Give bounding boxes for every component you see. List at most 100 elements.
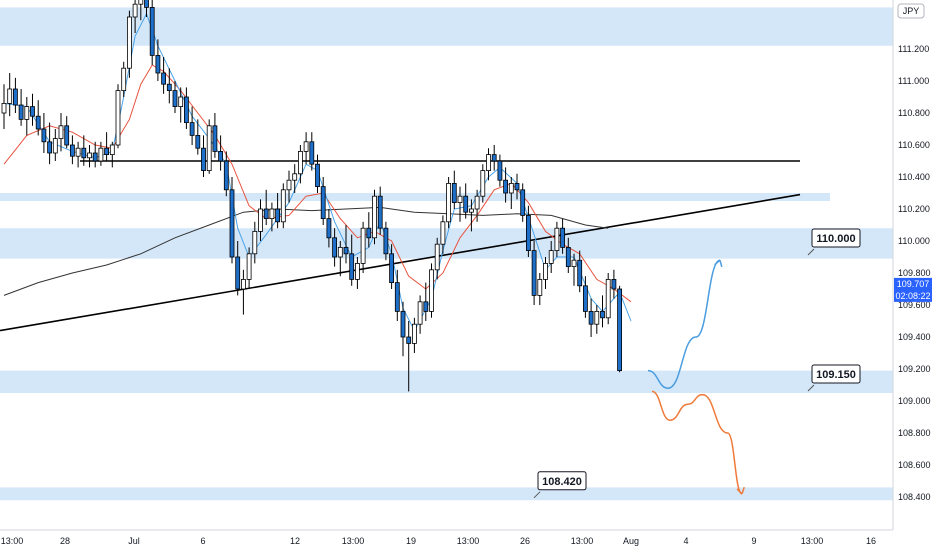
candle-body (246, 253, 252, 280)
candle (611, 269, 617, 299)
candle-body (560, 227, 565, 248)
candle-body (252, 230, 258, 255)
candle-body (155, 55, 161, 74)
candle (400, 301, 406, 357)
candle (303, 132, 309, 165)
candle-body (18, 104, 24, 120)
label-leader (807, 248, 815, 256)
candle-body (109, 144, 115, 155)
sr-zone (0, 7, 893, 46)
y-tick-label: 110.400 (898, 172, 930, 182)
sma-long-line (3, 206, 609, 296)
candle (394, 269, 400, 321)
candle (24, 97, 30, 136)
candle-body (377, 195, 383, 229)
candle-body (149, 7, 155, 56)
label-value: 109.150 (816, 369, 856, 381)
candle-body (565, 246, 571, 267)
candle-body (583, 285, 588, 312)
candle (47, 122, 52, 165)
candle (600, 295, 605, 328)
currency-badge: JPY (897, 3, 925, 19)
candle-body (320, 186, 326, 220)
x-tick-label: 19 (406, 536, 416, 546)
candle-body (600, 310, 605, 319)
y-tick-label: 109.600 (898, 300, 931, 310)
x-tick-label: 13:00 (1, 536, 24, 546)
candle (309, 132, 315, 171)
x-axis[interactable]: 13:00 28 Jul 6 12 13:00 19 13:00 26 13:00 Aug 4 9 13:… (1, 536, 876, 546)
candle (155, 39, 161, 81)
currency-label: JPY (903, 6, 920, 16)
candle-body (30, 106, 35, 117)
candle-body (337, 246, 343, 258)
candle (446, 177, 452, 229)
candle-body (75, 147, 81, 157)
zones-layer (0, 7, 893, 501)
candle-body (463, 195, 469, 213)
candle-body (292, 173, 298, 181)
candle (258, 199, 263, 241)
candle-body (531, 250, 537, 296)
candle (366, 212, 372, 248)
candle (332, 228, 338, 267)
candle-body (275, 208, 281, 223)
candle (81, 135, 87, 166)
candle (30, 93, 35, 126)
level-label[interactable]: 110.000 (807, 228, 861, 256)
candle-body (411, 323, 417, 344)
candle (201, 135, 206, 177)
candle (360, 221, 366, 273)
candle (577, 250, 583, 293)
candle (292, 164, 298, 193)
label-box (537, 471, 587, 491)
candle-body (263, 208, 269, 220)
candle (223, 151, 229, 197)
candle (560, 218, 565, 254)
level-label[interactable]: 109.150 (807, 364, 861, 392)
candle-body (548, 250, 554, 264)
candle (520, 183, 526, 222)
candle (35, 100, 41, 136)
candles-layer (1, 0, 622, 392)
candle (127, 10, 132, 78)
candle-body (611, 278, 617, 290)
x-tick-label: 4 (683, 536, 688, 546)
candle (354, 257, 360, 289)
candle-body (520, 189, 526, 216)
candle (104, 132, 109, 161)
candle (166, 68, 172, 104)
candle (121, 61, 127, 97)
level-labels-layer[interactable]: 110.000 109.150 108.420 (533, 228, 861, 499)
level-label[interactable]: 108.420 (533, 471, 587, 499)
candle-body (554, 227, 560, 251)
y-tick-label: 109.200 (898, 364, 931, 374)
candle-body (297, 150, 303, 175)
candle-body (144, 0, 149, 8)
candle-body (178, 96, 184, 108)
candle (320, 177, 326, 225)
y-tick-label: 110.800 (898, 108, 930, 118)
candle (497, 154, 503, 187)
candle-body (195, 134, 201, 149)
candle-body (132, 3, 138, 18)
candle (240, 269, 246, 315)
label-leader (807, 384, 815, 392)
projection-arrowhead (714, 259, 723, 268)
candle-body (383, 227, 389, 255)
candle (543, 257, 548, 289)
candle (617, 285, 622, 373)
candle (172, 81, 178, 113)
candle (229, 177, 235, 264)
y-axis[interactable]: 111.200 111.000 110.800 110.600 110.400 110.2… (898, 44, 931, 502)
candle (149, 0, 155, 65)
candle-body (486, 154, 491, 172)
lines-layer (0, 12, 801, 332)
candle-body (406, 336, 412, 344)
candle (480, 164, 486, 203)
y-tick-label: 109.800 (898, 268, 931, 278)
x-tick-label: 13:00 (342, 536, 365, 546)
candle-body (212, 125, 218, 152)
sr-zone (0, 370, 893, 393)
